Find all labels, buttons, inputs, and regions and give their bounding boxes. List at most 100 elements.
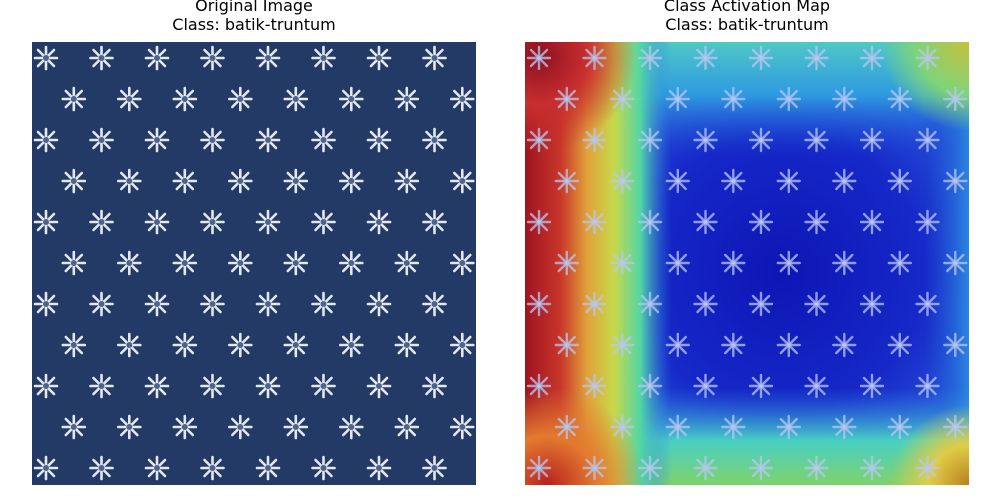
star-motif-overlay	[665, 414, 690, 440]
star-motif-overlay	[582, 45, 607, 71]
star-motif-overlay	[748, 209, 774, 235]
star-motif	[200, 291, 225, 317]
star-motif	[117, 168, 142, 194]
star-motif-overlay	[610, 168, 635, 194]
star-motif	[338, 332, 364, 358]
star-motif	[338, 250, 364, 276]
star-motif	[228, 168, 253, 194]
star-motif-overlay	[693, 455, 718, 481]
star-motif-overlay	[859, 45, 885, 71]
star-motif-overlay	[804, 291, 829, 317]
original-image-heading: Original Image	[195, 0, 313, 15]
star-motif-overlay	[526, 455, 552, 481]
star-motif-overlay	[721, 332, 746, 358]
star-motif	[255, 127, 281, 153]
star-motif	[61, 414, 87, 440]
star-motif	[366, 373, 392, 399]
star-motif-overlay	[915, 455, 940, 481]
star-motif	[283, 250, 309, 276]
star-motif	[283, 332, 309, 358]
star-motif	[200, 373, 225, 399]
star-motif	[172, 250, 198, 276]
star-motif	[33, 291, 59, 317]
star-motif-overlay	[637, 291, 663, 317]
star-motif-overlay	[748, 127, 774, 153]
star-motif	[172, 86, 198, 112]
star-motif	[200, 209, 225, 235]
star-motif-overlay	[748, 455, 774, 481]
star-motif-overlay	[804, 45, 829, 71]
star-motif-overlay	[832, 332, 857, 358]
star-motif-overlay	[582, 455, 607, 481]
star-motif	[172, 168, 198, 194]
star-motif	[228, 332, 253, 358]
star-motif	[61, 250, 87, 276]
star-motif-overlay	[610, 414, 635, 440]
star-motif	[311, 209, 336, 235]
star-motif	[89, 291, 114, 317]
star-motif-overlay	[637, 373, 663, 399]
star-motif	[283, 414, 309, 440]
star-motif	[200, 45, 225, 71]
star-motif	[394, 250, 420, 276]
star-motif-overlay	[776, 414, 801, 440]
star-motif	[366, 127, 392, 153]
star-motif-overlay	[554, 168, 579, 194]
star-motif-overlay	[887, 250, 912, 276]
star-motif	[117, 414, 142, 440]
star-motif	[172, 414, 198, 440]
star-motif	[33, 373, 59, 399]
star-motif	[89, 45, 114, 71]
star-motif	[311, 455, 336, 481]
star-motif	[449, 168, 475, 194]
star-motif-overlay	[776, 168, 801, 194]
star-motif-overlay	[693, 373, 718, 399]
star-motif	[255, 455, 281, 481]
star-motif-overlay	[582, 373, 607, 399]
star-motif-overlay	[804, 127, 829, 153]
star-motif	[89, 373, 114, 399]
star-motif-overlay	[943, 250, 968, 276]
star-motif-overlay	[748, 45, 774, 71]
star-motif	[144, 45, 170, 71]
star-motif-overlay	[610, 332, 635, 358]
star-motif-overlay	[554, 332, 579, 358]
star-motif	[394, 168, 420, 194]
star-motif-overlay	[693, 291, 718, 317]
star-motif	[33, 455, 59, 481]
star-motif	[89, 209, 114, 235]
star-motif	[311, 373, 336, 399]
star-motif-overlay	[693, 127, 718, 153]
star-motif	[61, 332, 87, 358]
star-motif	[144, 455, 170, 481]
star-motif	[228, 414, 253, 440]
star-motif-overlay	[526, 291, 552, 317]
star-motif	[283, 168, 309, 194]
star-motif-overlay	[887, 86, 912, 112]
star-motif	[449, 414, 475, 440]
star-motif-overlay	[526, 373, 552, 399]
star-motif-overlay	[610, 250, 635, 276]
activation-map-title: Class Activation Map Class: batik-truntu…	[485, 0, 1000, 34]
star-motif-overlay	[582, 209, 607, 235]
star-motif	[311, 291, 336, 317]
star-motif-overlay	[943, 332, 968, 358]
star-motif-overlay	[859, 455, 885, 481]
star-motif-overlay	[637, 209, 663, 235]
star-motif-overlay	[832, 86, 857, 112]
star-motif-overlay	[554, 86, 579, 112]
star-motif-overlay	[610, 86, 635, 112]
star-motif	[117, 86, 142, 112]
star-motif-overlay	[804, 373, 829, 399]
star-motif	[449, 250, 475, 276]
star-motif-overlay	[859, 209, 885, 235]
star-motif	[228, 86, 253, 112]
star-motif	[311, 127, 336, 153]
star-motif-overlay	[832, 168, 857, 194]
star-motif	[283, 86, 309, 112]
star-motif-overlay	[665, 332, 690, 358]
star-motif-overlay	[554, 414, 579, 440]
star-motif-overlay	[915, 209, 940, 235]
star-motif	[117, 250, 142, 276]
star-motif-overlay	[526, 209, 552, 235]
